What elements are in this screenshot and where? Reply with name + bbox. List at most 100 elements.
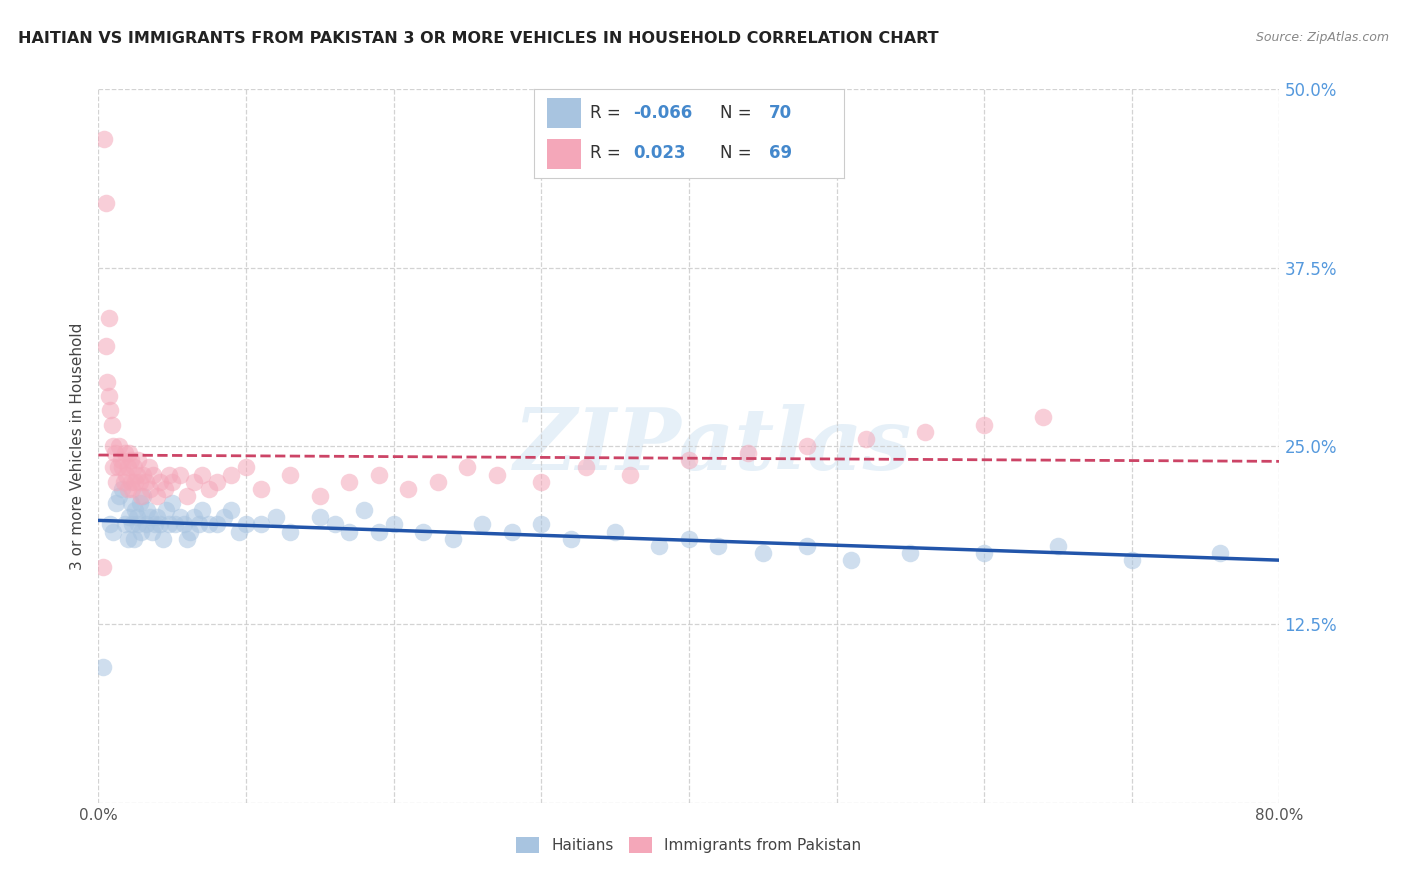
Point <box>183 475 205 489</box>
Point <box>678 532 700 546</box>
Point <box>125 467 148 482</box>
Point <box>235 517 257 532</box>
Text: 0.023: 0.023 <box>633 145 686 162</box>
Point <box>1046 539 1070 553</box>
Point <box>368 524 391 539</box>
Point <box>114 446 136 460</box>
Point <box>122 532 145 546</box>
Point <box>1121 553 1143 567</box>
Point <box>280 467 302 482</box>
Point <box>127 453 149 467</box>
Point <box>122 460 145 475</box>
Point <box>575 460 598 475</box>
Point <box>112 475 135 489</box>
Point <box>183 510 205 524</box>
Point <box>1032 410 1054 425</box>
Point <box>973 546 995 560</box>
Point <box>855 432 877 446</box>
Point <box>132 467 155 482</box>
Point <box>118 510 141 524</box>
Point <box>152 532 174 546</box>
Point <box>205 475 228 489</box>
Point <box>619 467 641 482</box>
Point <box>648 539 671 553</box>
Point <box>91 660 114 674</box>
Point <box>108 439 131 453</box>
Point <box>796 439 818 453</box>
Point <box>117 482 139 496</box>
Point <box>605 524 627 539</box>
Point <box>198 517 221 532</box>
Point <box>412 524 434 539</box>
Point <box>427 475 450 489</box>
Point <box>737 446 759 460</box>
Point <box>146 489 169 503</box>
Point <box>146 510 169 524</box>
Point <box>128 496 150 510</box>
Point <box>162 475 183 489</box>
Point <box>139 482 162 496</box>
Point <box>157 467 180 482</box>
Text: HAITIAN VS IMMIGRANTS FROM PAKISTAN 3 OR MORE VEHICLES IN HOUSEHOLD CORRELATION : HAITIAN VS IMMIGRANTS FROM PAKISTAN 3 OR… <box>18 31 939 46</box>
Point <box>93 132 115 146</box>
Point <box>900 546 922 560</box>
Point <box>441 532 464 546</box>
Text: R =: R = <box>591 104 626 122</box>
Point <box>221 467 243 482</box>
Point <box>155 503 177 517</box>
Point <box>678 453 700 467</box>
Point <box>117 532 139 546</box>
Point <box>157 517 180 532</box>
Point <box>105 496 128 510</box>
Text: R =: R = <box>591 145 631 162</box>
Point <box>128 475 150 489</box>
Point <box>120 496 142 510</box>
FancyBboxPatch shape <box>547 139 581 169</box>
Point <box>530 475 553 489</box>
Point <box>169 510 191 524</box>
Point <box>179 524 201 539</box>
Text: N =: N = <box>720 104 756 122</box>
Point <box>138 460 160 475</box>
Point <box>108 489 131 503</box>
Point <box>111 460 134 475</box>
Point <box>560 532 582 546</box>
Point <box>187 517 209 532</box>
Point <box>120 453 142 467</box>
Point <box>914 425 936 439</box>
Point <box>103 460 125 475</box>
Point <box>97 389 120 403</box>
Point <box>228 524 250 539</box>
Point <box>353 503 375 517</box>
Point <box>118 446 141 460</box>
Point <box>117 460 139 475</box>
Point <box>124 503 146 517</box>
Point <box>103 524 125 539</box>
Text: N =: N = <box>720 145 756 162</box>
FancyBboxPatch shape <box>547 98 581 128</box>
Point <box>309 510 332 524</box>
Point <box>149 517 172 532</box>
Point <box>127 517 149 532</box>
Point <box>91 560 114 574</box>
Point <box>104 446 127 460</box>
Point <box>1209 546 1232 560</box>
Point <box>264 510 287 524</box>
Point <box>501 524 523 539</box>
Point <box>94 339 117 353</box>
Point <box>153 482 176 496</box>
Point <box>132 489 155 503</box>
Point <box>212 510 235 524</box>
Text: Source: ZipAtlas.com: Source: ZipAtlas.com <box>1256 31 1389 45</box>
Point <box>114 517 136 532</box>
Point <box>841 553 863 567</box>
Point <box>796 539 818 553</box>
Point <box>111 482 134 496</box>
Point <box>205 517 228 532</box>
Text: -0.066: -0.066 <box>633 104 693 122</box>
Point <box>105 475 128 489</box>
Text: 69: 69 <box>769 145 793 162</box>
Point <box>191 467 214 482</box>
Point <box>250 482 273 496</box>
Point <box>115 467 138 482</box>
